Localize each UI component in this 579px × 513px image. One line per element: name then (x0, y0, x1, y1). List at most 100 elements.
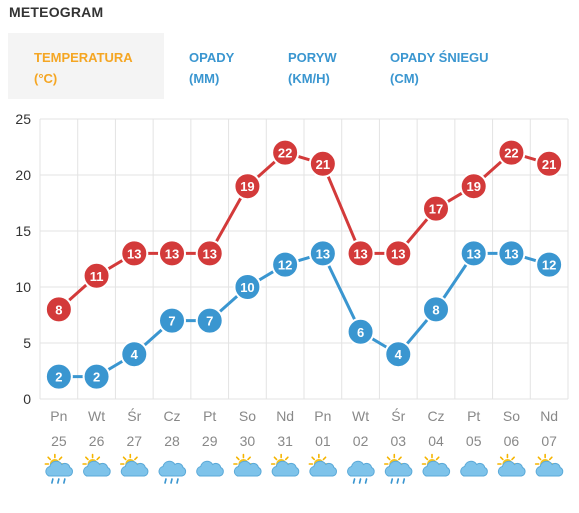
cloud-shape (233, 460, 262, 477)
tab-poryw[interactable]: PORYW (KM/H) (288, 33, 378, 99)
cloud-shape (158, 460, 187, 477)
weather-icons (44, 453, 564, 484)
data-label: 2 (55, 370, 62, 385)
data-point (459, 239, 488, 268)
x-date-label: 25 (51, 433, 67, 449)
data-label: 11 (90, 269, 104, 284)
x-date-label: 26 (89, 433, 105, 449)
data-label: 8 (55, 302, 62, 317)
x-day-label: So (503, 408, 520, 424)
x-date-label: 02 (353, 433, 369, 449)
cloud-shape (347, 460, 375, 477)
sun-ray (398, 456, 402, 461)
sun-ray (424, 456, 429, 461)
data-point (82, 362, 111, 391)
sun-cloud-icon (497, 453, 526, 477)
tab-temperatura-label: TEMPERATURA (34, 50, 133, 65)
cloud-shape (83, 460, 111, 477)
meteogram-title: METEOGRAM (9, 4, 104, 20)
data-point (384, 340, 413, 369)
data-label: 19 (466, 179, 480, 194)
x-day-label: Wt (88, 408, 105, 424)
x-date-label: 29 (202, 433, 218, 449)
sun-ray (96, 456, 101, 461)
data-point (120, 340, 149, 369)
data-label: 22 (278, 146, 292, 161)
sun-ray (122, 456, 127, 461)
sun-ray (284, 456, 289, 461)
data-label: 6 (357, 325, 364, 340)
meteogram-tabs: TEMPERATURA (°C) OPADY (MM) PORYW (KM/H)… (8, 33, 571, 99)
x-day-label: Cz (163, 408, 180, 424)
x-date-label: 01 (315, 433, 331, 449)
data-point (384, 239, 413, 268)
x-date-label: 30 (240, 433, 256, 449)
tab-opady-sniegu[interactable]: OPADY ŚNIEGU (CM) (390, 33, 530, 99)
data-label: 10 (240, 280, 254, 295)
sun-cloud-icon (119, 453, 149, 477)
tab-temperatura[interactable]: TEMPERATURA (°C) (8, 33, 164, 99)
data-label: 13 (391, 246, 405, 261)
data-point (233, 172, 262, 201)
data-label: 13 (127, 246, 141, 261)
rain-drop (164, 478, 167, 484)
x-day-label: Pn (50, 408, 67, 424)
data-label: 21 (316, 157, 330, 172)
data-label: 12 (278, 258, 292, 273)
data-label: 13 (202, 246, 216, 261)
rain-drop (390, 478, 394, 484)
data-point (195, 239, 224, 268)
sun-cloud-icon (421, 453, 451, 477)
rain-drop (402, 478, 406, 484)
data-point (459, 172, 488, 201)
sun-ray (537, 456, 542, 461)
sun-ray (386, 456, 391, 461)
y-tick-label: 10 (15, 279, 31, 295)
rain-drop (396, 478, 400, 484)
data-point (422, 295, 450, 324)
tab-opady[interactable]: OPADY (MM) (189, 33, 279, 99)
data-label: 12 (542, 258, 556, 273)
tab-opady-sniegu-unit: (CM) (390, 71, 419, 86)
sun-ray (322, 456, 327, 461)
y-tick-label: 0 (23, 391, 31, 407)
data-point (308, 239, 337, 268)
sun-ray (47, 456, 52, 461)
cloud-shape (460, 460, 488, 477)
tab-poryw-label: PORYW (288, 50, 337, 65)
sun-cloud-icon (233, 453, 262, 477)
sun-ray (548, 456, 553, 461)
data-point (271, 138, 300, 167)
x-date-label: 28 (164, 433, 180, 449)
sun-ray (311, 456, 316, 461)
data-label: 17 (429, 202, 443, 217)
data-label: 13 (466, 246, 480, 261)
cloud-rain-icon (158, 460, 187, 484)
rain-drop (176, 478, 179, 484)
y-tick-label: 5 (23, 335, 31, 351)
x-day-label: Nd (276, 408, 294, 424)
rain-drop (51, 478, 54, 484)
data-label: 7 (168, 314, 175, 329)
cloud-rain-icon (347, 460, 375, 484)
x-day-label: Wt (352, 408, 369, 424)
data-point (82, 261, 111, 290)
cloud-shape (196, 460, 224, 477)
data-point (271, 250, 300, 279)
data-label: 13 (316, 246, 330, 261)
data-label: 2 (93, 370, 100, 385)
rain-drop (63, 478, 66, 484)
data-point (158, 239, 186, 268)
data-point (497, 138, 526, 167)
sun-ray (511, 456, 515, 461)
data-label: 7 (206, 314, 213, 329)
cloud-icon (196, 460, 224, 477)
data-point (120, 239, 149, 268)
cloud-shape (45, 460, 73, 477)
data-label: 8 (432, 302, 439, 317)
data-point (346, 317, 375, 346)
x-date-label: 06 (504, 433, 520, 449)
sun-ray (273, 456, 278, 461)
